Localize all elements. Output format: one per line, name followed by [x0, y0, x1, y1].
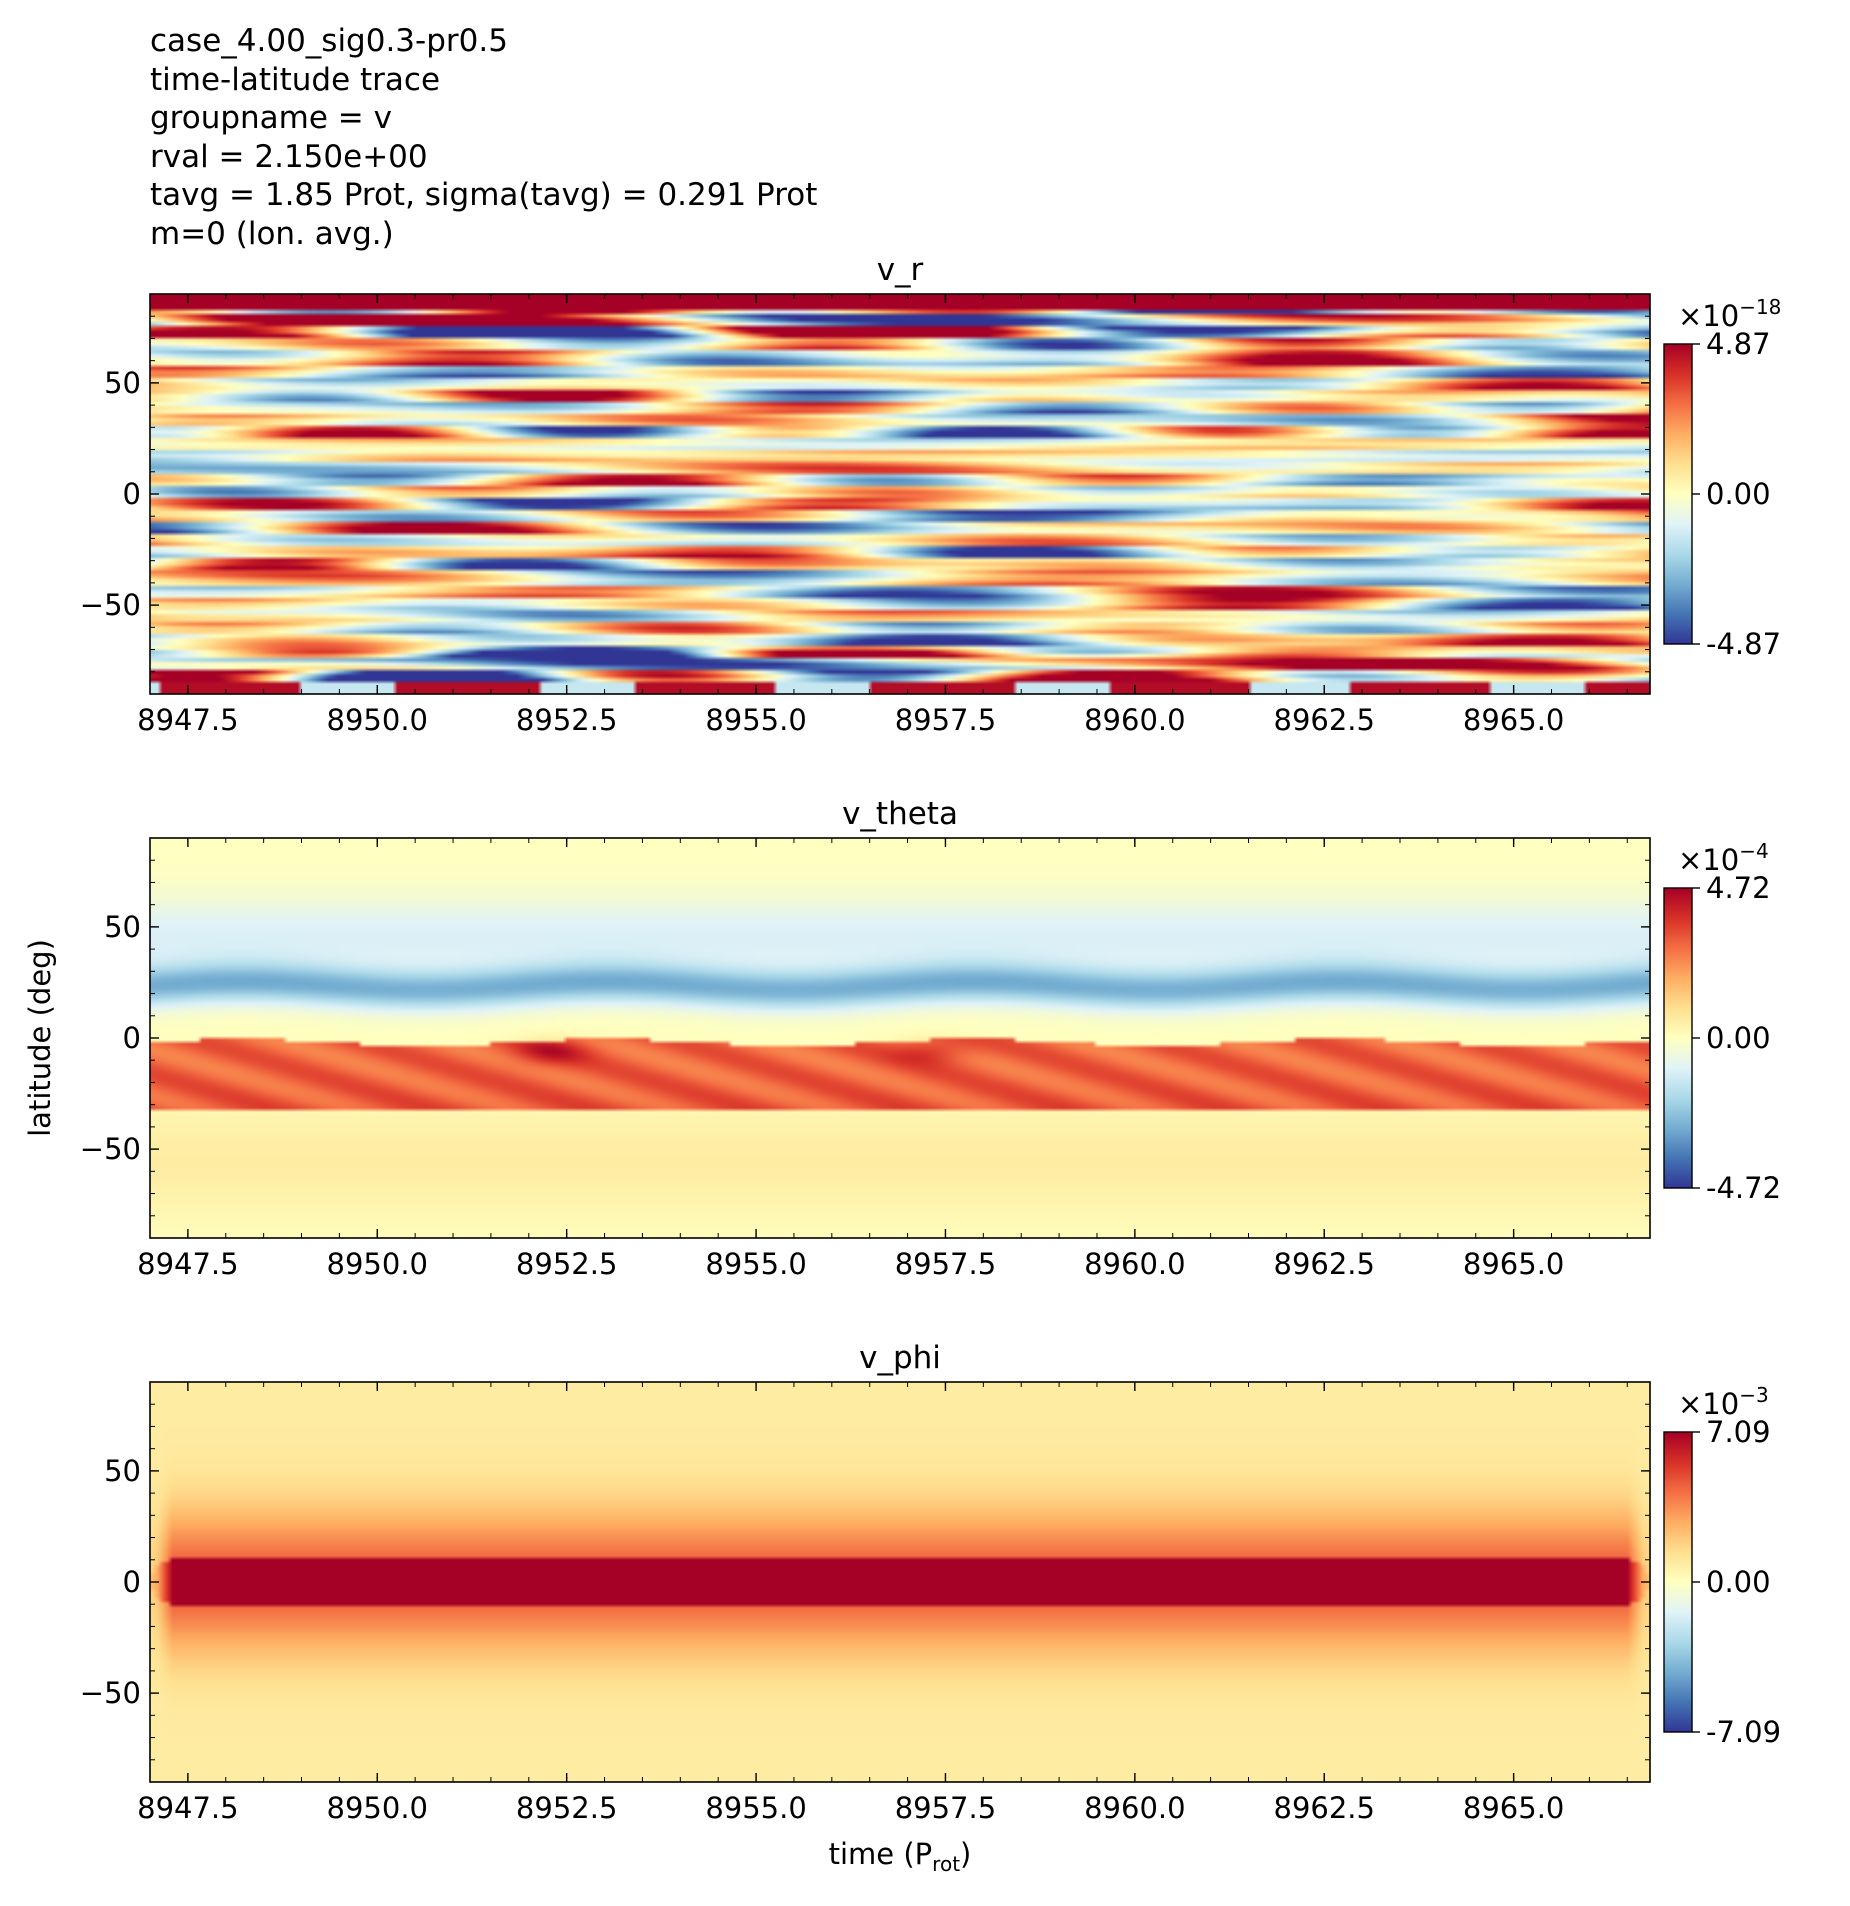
- x-tick-label: 8965.0: [1463, 1791, 1564, 1825]
- header-line-m: m=0 (lon. avg.): [150, 215, 394, 252]
- heatmap-v-theta: [150, 838, 1650, 1238]
- header-line-tavg: tavg = 1.85 Prot, sigma(tavg) = 0.291 Pr…: [150, 177, 818, 213]
- colorbar-max-label: 4.87: [1706, 327, 1771, 361]
- x-tick-label: 8962.5: [1274, 703, 1375, 737]
- colorbar-min-label: -4.72: [1706, 1171, 1781, 1205]
- y-tick-label: −50: [80, 588, 141, 622]
- x-tick-label: 8960.0: [1084, 703, 1185, 737]
- x-tick-label: 8960.0: [1084, 1247, 1185, 1281]
- colorbar-gradient: [1663, 887, 1693, 1189]
- y-tick-label: 50: [104, 366, 141, 400]
- x-tick-label: 8952.5: [516, 1247, 617, 1281]
- x-tick-label: 8957.5: [895, 1247, 996, 1281]
- x-tick-label: 8947.5: [137, 703, 238, 737]
- colorbar-mid-label: 0.00: [1706, 1021, 1771, 1055]
- x-axis-label: time (Prot): [829, 1837, 972, 1876]
- header-line-rval: rval = 2.150e+00: [150, 138, 428, 175]
- x-tick-label: 8952.5: [516, 1791, 617, 1825]
- header-line-case: case_4.00_sig0.3-pr0.5: [150, 23, 508, 59]
- y-tick-label: −50: [80, 1132, 141, 1166]
- x-tick-label: 8947.5: [137, 1247, 238, 1281]
- colorbar-gradient: [1663, 343, 1693, 645]
- colorbar-min-label: -4.87: [1706, 627, 1781, 661]
- colorbar-scale: ×10−18: [1678, 295, 1781, 333]
- colorbar: 4.72 0.00 -4.72 ×10−4: [1663, 839, 1781, 1205]
- y-tick-label: 50: [104, 910, 141, 944]
- x-tick-label: 8962.5: [1274, 1791, 1375, 1825]
- x-tick-label: 8957.5: [895, 703, 996, 737]
- colorbar-max-label: 4.72: [1706, 871, 1771, 905]
- y-tick-label: 0: [123, 1021, 141, 1055]
- colorbar-scale: ×10−3: [1678, 1383, 1769, 1421]
- heatmap-v-phi: [150, 1382, 1650, 1782]
- x-tick-label: 8950.0: [327, 1791, 428, 1825]
- x-tick-label: 8957.5: [895, 1791, 996, 1825]
- colorbar-scale: ×10−4: [1678, 839, 1769, 877]
- x-tick-label: 8952.5: [516, 703, 617, 737]
- x-tick-label: 8955.0: [705, 1791, 806, 1825]
- x-tick-label: 8947.5: [137, 1791, 238, 1825]
- colorbar: 7.09 0.00 -7.09 ×10−3: [1663, 1383, 1781, 1749]
- x-tick-label: 8965.0: [1463, 1247, 1564, 1281]
- colorbar: 4.87 0.00 -4.87 ×10−18: [1663, 295, 1781, 661]
- colorbar-mid-label: 0.00: [1706, 1565, 1771, 1599]
- panel-v-phi: v_phi 8947.5 8950.0 8952.5 8955.0 8957.5 8960.…: [80, 1340, 1781, 1876]
- panel-v-r: v_r 8947.5 8950.0 8952.5 8955.0 8957.5 8960.0 8…: [80, 252, 1782, 737]
- x-tick-label: 8955.0: [705, 703, 806, 737]
- x-tick-label: 8950.0: [327, 1247, 428, 1281]
- y-tick-label: −50: [80, 1676, 141, 1710]
- figure-header: case_4.00_sig0.3-pr0.5 time-latitude tra…: [150, 22, 817, 253]
- y-tick-label: 50: [104, 1454, 141, 1488]
- colorbar-gradient: [1663, 1431, 1693, 1733]
- panel-title: v_phi: [859, 1340, 941, 1376]
- y-tick-label: 0: [123, 477, 141, 511]
- x-tick-label: 8965.0: [1463, 703, 1564, 737]
- panel-v-theta: v_theta 8947.5 8950.0 8952.5 8955.0 8957.5 896…: [23, 796, 1781, 1281]
- y-tick-label: 0: [123, 1565, 141, 1599]
- colorbar-max-label: 7.09: [1706, 1415, 1771, 1449]
- header-line-trace: time-latitude trace: [150, 61, 441, 98]
- x-tick-label: 8962.5: [1274, 1247, 1375, 1281]
- y-axis-label: latitude (deg): [23, 939, 57, 1137]
- x-tick-label: 8955.0: [705, 1247, 806, 1281]
- heatmap-v-r: [150, 294, 1650, 694]
- panel-title: v_r: [877, 252, 924, 288]
- colorbar-mid-label: 0.00: [1706, 477, 1771, 511]
- panel-title: v_theta: [842, 796, 958, 832]
- x-tick-label: 8960.0: [1084, 1791, 1185, 1825]
- x-tick-label: 8950.0: [327, 703, 428, 737]
- header-line-groupname: groupname = v: [150, 100, 392, 136]
- colorbar-min-label: -7.09: [1706, 1715, 1781, 1749]
